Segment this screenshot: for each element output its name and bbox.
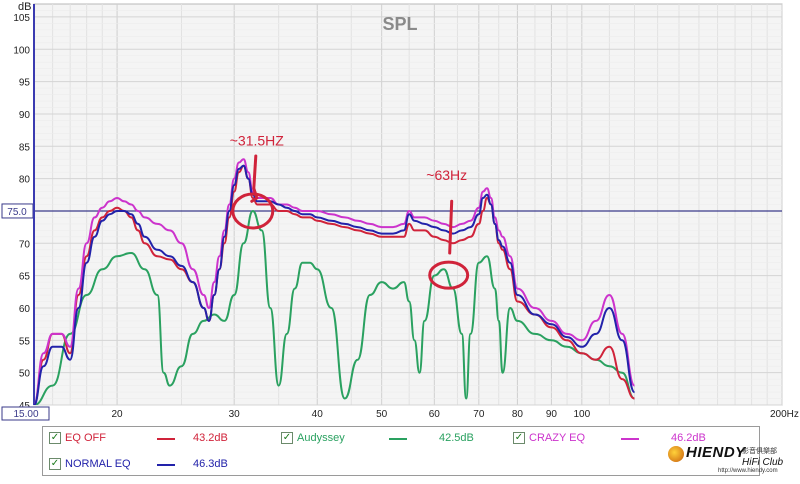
chart-title: SPL	[382, 14, 417, 34]
legend-swatch-crazy-eq	[621, 438, 639, 440]
x-tick-label: 50	[376, 409, 388, 420]
y-axis-unit: dB	[18, 1, 31, 13]
legend-swatch-audyssey	[389, 438, 407, 440]
y-tick-label: 100	[13, 45, 30, 56]
y-tick-label: 60	[19, 304, 31, 315]
y-tick-label: 55	[19, 336, 31, 347]
y-tick-label: 85	[19, 142, 31, 153]
legend-label-normal-eq: NORMAL EQ	[65, 458, 131, 470]
legend-label-audyssey: Audyssey	[297, 432, 345, 444]
legend-label-crazy-eq: CRAZY EQ	[529, 432, 586, 444]
checkbox-audyssey[interactable]: ✓	[281, 432, 293, 444]
y-tick-label: 80	[19, 175, 31, 186]
series-line-audyssey	[34, 210, 635, 405]
legend-panel: ✓ EQ OFF 43.2dB ✓ Audyssey 42.5dB ✓ CRAZ…	[42, 426, 760, 476]
logo-url-text: http://www.hiendy.com	[718, 468, 778, 474]
x-tick-label: 30	[229, 409, 241, 420]
x-start-label-box	[1, 406, 50, 421]
legend-swatch-normal-eq	[157, 464, 175, 466]
x-tick-label: 80	[512, 409, 524, 420]
x-tick-label: 100	[573, 409, 590, 420]
x-tick-label: 200Hz	[770, 409, 799, 420]
checkbox-normal-eq[interactable]: ✓	[49, 458, 61, 470]
x-start-label: 15.00	[13, 409, 38, 420]
annotation-63hz-circle	[428, 260, 470, 290]
y-tick-label: 95	[19, 78, 31, 89]
legend-value-crazy-eq: 46.2dB	[671, 432, 706, 444]
legend-value-audyssey: 42.5dB	[439, 432, 474, 444]
legend-value-normal-eq: 46.3dB	[193, 458, 228, 470]
logo-sub-text: HiFi Club	[742, 457, 784, 468]
x-tick-label: 40	[312, 409, 324, 420]
y-tick-label: 65	[19, 272, 31, 283]
legend-item-audyssey[interactable]: ✓ Audyssey	[281, 429, 345, 447]
checkbox-eq-off[interactable]: ✓	[49, 432, 61, 444]
legend-swatch-eq-off	[157, 438, 175, 440]
series-group	[34, 158, 636, 405]
logo-main-text: HIENDY	[686, 444, 746, 461]
reference-label: 75.0	[7, 207, 27, 218]
logo-emblem-icon	[668, 446, 684, 462]
x-tick-label: 20	[112, 409, 124, 420]
y-tick-label: 90	[19, 110, 31, 121]
series-line-normal-eq	[34, 164, 636, 405]
legend-item-normal-eq[interactable]: ✓ NORMAL EQ	[49, 455, 131, 473]
legend-item-eq-off[interactable]: ✓ EQ OFF	[49, 429, 106, 447]
y-tick-label: 50	[19, 369, 31, 380]
annotation-31hz-circle	[231, 192, 275, 230]
x-tick-label: 90	[546, 409, 558, 420]
plot-area: 2030405060708090100200Hz4550556065708085…	[1, 3, 799, 421]
y-tick-label: 70	[19, 239, 31, 250]
series-line-crazy-eq	[34, 158, 636, 405]
logo-chinese-text: 影音俱樂部	[742, 448, 777, 455]
annotation-31hz-label: ~31.5HZ	[230, 133, 285, 149]
annotation-63hz-arrow	[448, 199, 454, 255]
legend-value-eq-off: 43.2dB	[193, 432, 228, 444]
x-tick-label: 60	[429, 409, 441, 420]
legend-label-eq-off: EQ OFF	[65, 432, 106, 444]
y-tick-label: 105	[13, 13, 30, 24]
legend-item-crazy-eq[interactable]: ✓ CRAZY EQ	[513, 429, 585, 447]
checkbox-crazy-eq[interactable]: ✓	[513, 432, 525, 444]
hiendy-logo: HIENDY 影音俱樂部 HiFi Club http://www.hiendy…	[666, 444, 796, 474]
x-tick-label: 70	[473, 409, 485, 420]
annotation-63hz-label: ~63Hz	[426, 167, 467, 183]
